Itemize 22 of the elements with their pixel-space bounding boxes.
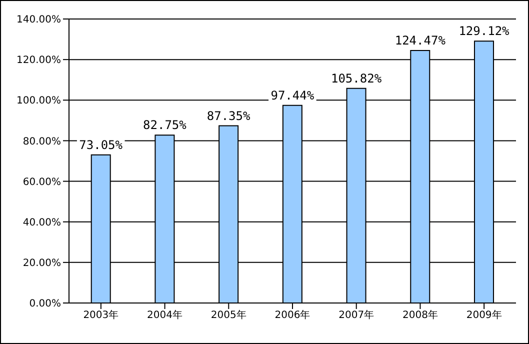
y-tick-label: 40.00% [22, 217, 61, 228]
data-label: 82.75% [143, 118, 188, 132]
x-tick-label: 2004年 [147, 309, 183, 322]
y-tick-label: 80.00% [22, 136, 61, 148]
x-tick-label: 2007年 [338, 309, 374, 322]
data-label: 87.35% [206, 108, 252, 123]
data-label: 129.12% [458, 24, 510, 38]
data-label: 124.47% [394, 34, 446, 48]
y-tick-label: 120.00% [16, 55, 61, 66]
y-tick-label: 100.00% [16, 96, 61, 107]
y-tick-label: 60.00% [22, 176, 61, 188]
data-label: 105.82% [330, 71, 382, 86]
x-tick-label: 2005年 [210, 309, 246, 322]
data-label: 97.44% [270, 88, 315, 102]
data-label: 73.05% [79, 138, 124, 152]
x-tick-label: 2006年 [274, 309, 310, 322]
x-tick-label: 2009年 [466, 309, 502, 322]
x-tick-label: 2008年 [402, 309, 438, 322]
y-tick-label: 140.00% [16, 14, 61, 26]
y-tick-label: 0.00% [29, 298, 61, 310]
x-tick-label: 2003年 [83, 309, 119, 322]
y-tick-label: 20.00% [22, 258, 61, 269]
